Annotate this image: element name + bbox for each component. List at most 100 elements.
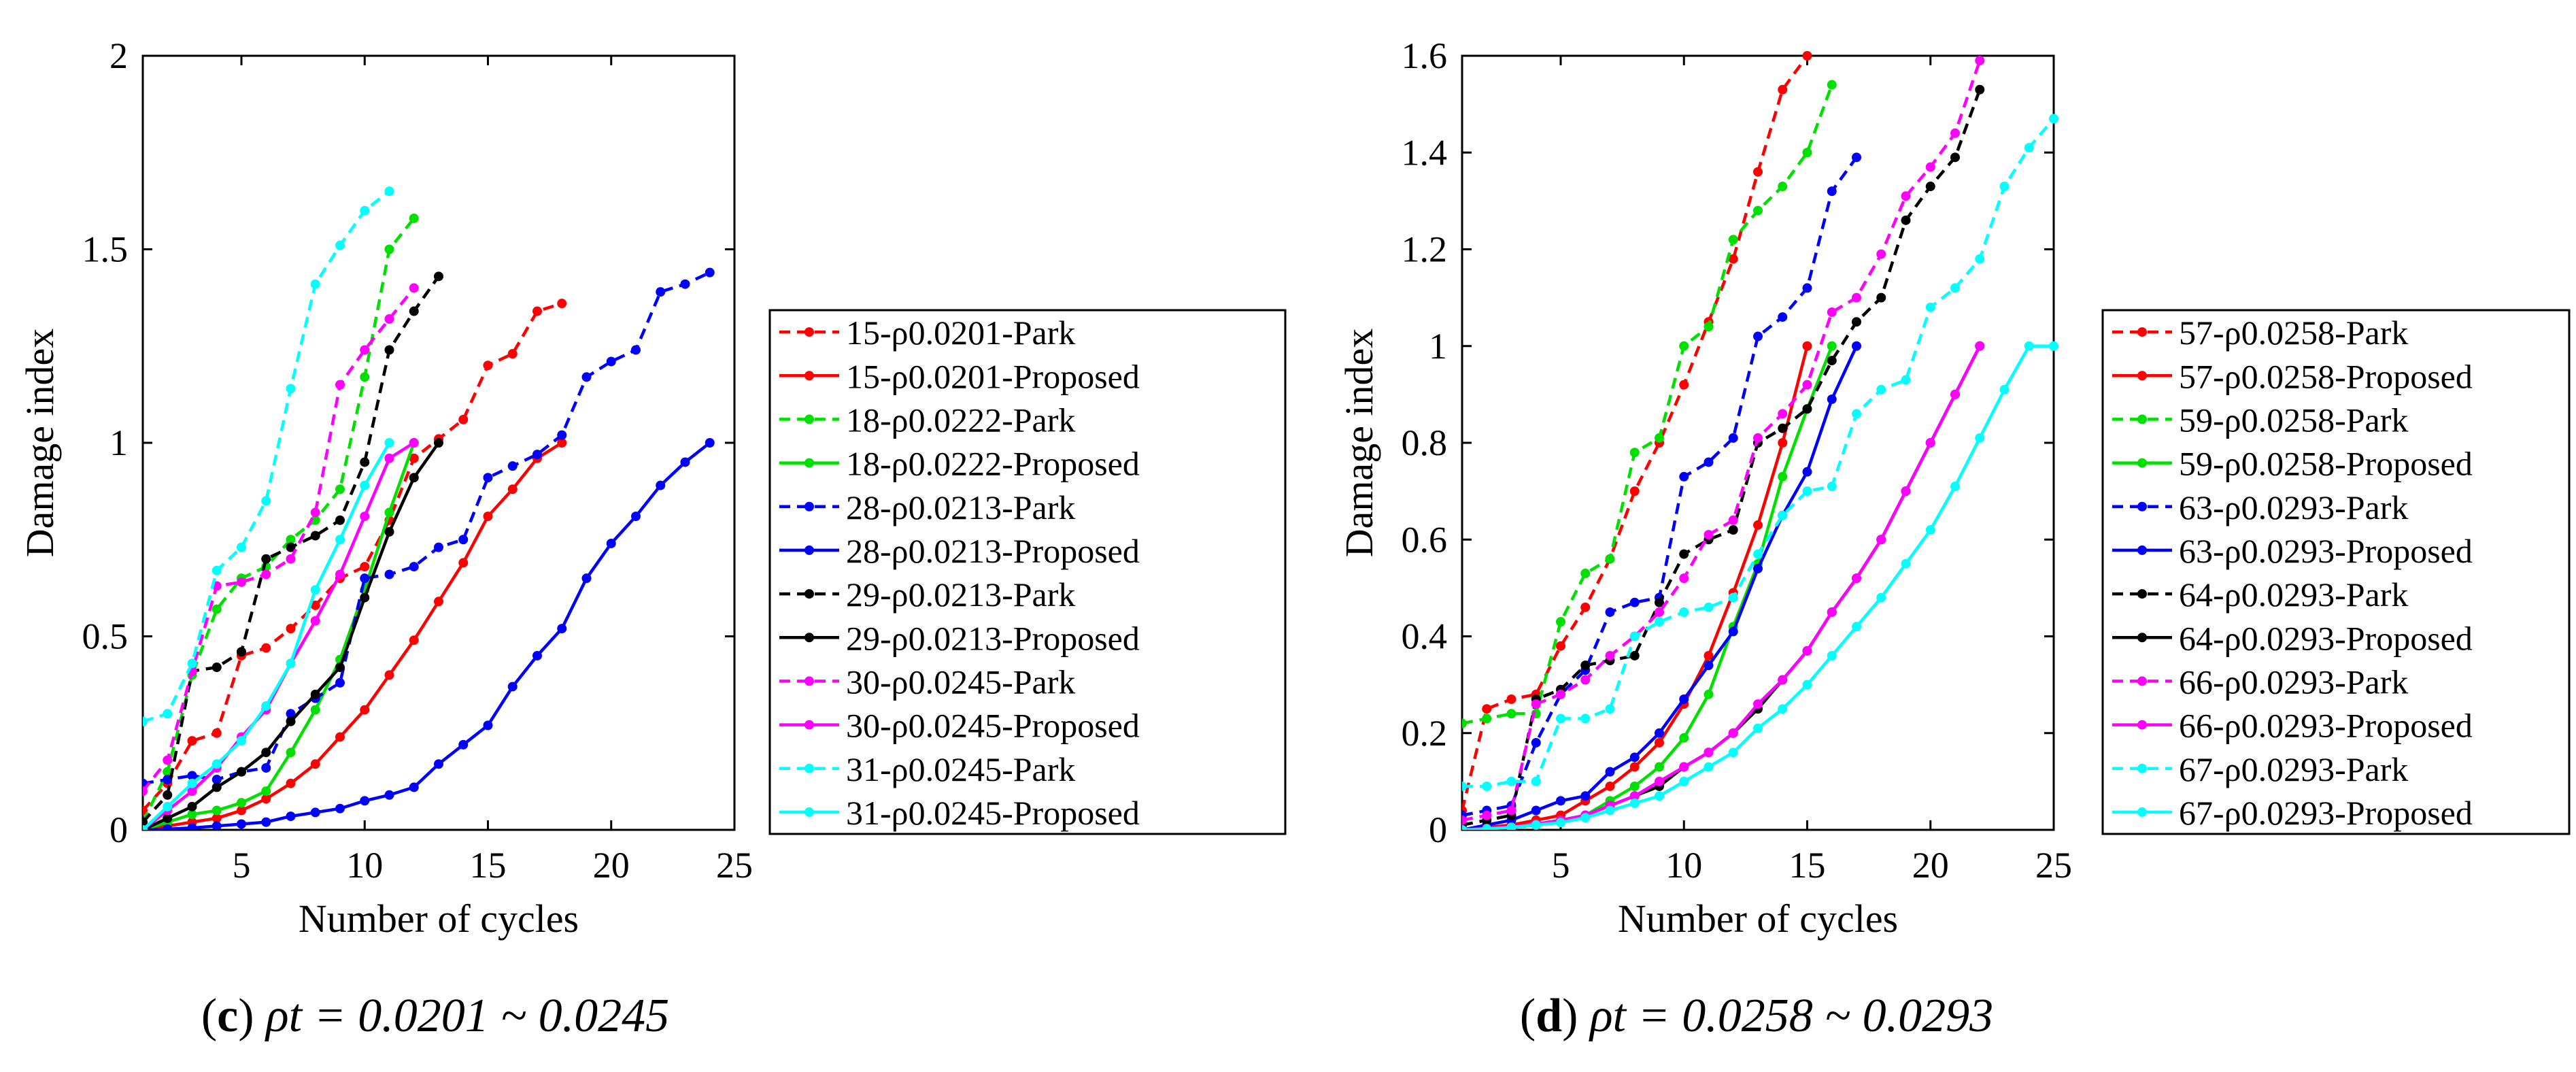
- legend-label: 67-ρ0.0293-Proposed: [2179, 794, 2473, 832]
- data-point: [187, 771, 197, 781]
- data-point: [631, 512, 641, 522]
- data-point: [1925, 182, 1935, 192]
- data-point: [310, 689, 320, 699]
- legend-item: 67-ρ0.0293-Park: [2112, 750, 2408, 788]
- y-tick-label: 0.8: [1402, 422, 1448, 463]
- legend-label: 67-ρ0.0293-Park: [2179, 750, 2408, 788]
- data-point: [1629, 798, 1640, 808]
- y-axis-label: Damage index: [18, 329, 62, 558]
- data-point: [1655, 597, 1664, 607]
- data-point: [1556, 818, 1565, 828]
- data-point: [1605, 781, 1615, 791]
- data-point: [360, 705, 370, 715]
- data-point: [360, 796, 370, 806]
- legend-item: 31-ρ0.0245-Proposed: [779, 794, 1140, 832]
- y-tick-label: 1.6: [1402, 35, 1448, 76]
- data-point: [163, 824, 173, 830]
- data-point: [458, 414, 469, 424]
- data-point: [335, 535, 345, 545]
- data-point: [1482, 714, 1492, 724]
- data-point: [360, 372, 370, 382]
- series-line: [1462, 89, 1982, 827]
- series-layer: [1462, 51, 2058, 830]
- data-point: [1728, 728, 1738, 738]
- data-point: [1802, 283, 1812, 293]
- data-point: [1728, 592, 1738, 603]
- data-point: [656, 480, 666, 490]
- data-point: [1679, 471, 1689, 482]
- data-point: [483, 473, 493, 483]
- data-point: [1655, 791, 1664, 801]
- legend-item: 57-ρ0.0258-Park: [2112, 314, 2408, 352]
- series-line: [1462, 84, 1833, 725]
- data-point: [409, 562, 419, 572]
- series-line: [143, 190, 390, 723]
- legend-label: 18-ρ0.0222-Proposed: [846, 445, 1140, 483]
- data-point: [360, 345, 370, 355]
- data-point: [409, 635, 419, 646]
- data-point: [1462, 718, 1467, 728]
- data-point: [409, 306, 419, 316]
- legend-label: 15-ρ0.0201-Park: [846, 314, 1075, 352]
- data-point: [1531, 805, 1541, 816]
- data-point: [507, 682, 518, 692]
- data-point: [1655, 433, 1664, 443]
- series-7: [143, 438, 443, 830]
- data-point: [1827, 80, 1837, 90]
- data-point: [532, 650, 542, 660]
- data-point: [1679, 573, 1689, 584]
- data-point: [286, 384, 296, 394]
- data-point: [187, 658, 197, 669]
- legend-label: 31-ρ0.0245-Park: [846, 750, 1075, 788]
- data-point: [1827, 394, 1837, 404]
- data-point: [2024, 341, 2034, 351]
- data-point: [1482, 810, 1492, 820]
- legend-label: 28-ρ0.0213-Park: [846, 488, 1075, 526]
- series-line: [1462, 60, 1982, 822]
- legend-swatch-marker: [2137, 633, 2147, 643]
- data-point: [384, 345, 394, 355]
- data-point: [1802, 646, 1812, 656]
- legend-label: 63-ρ0.0293-Proposed: [2179, 532, 2473, 570]
- panel-caption: (d) ρt = 0.0258 ~ 0.0293: [1520, 990, 1993, 1042]
- data-point: [384, 790, 394, 800]
- data-point: [1482, 824, 1492, 830]
- data-point: [1925, 525, 1935, 535]
- data-point: [1852, 622, 1861, 632]
- data-point: [1852, 341, 1861, 351]
- data-point: [237, 798, 246, 808]
- data-point: [1753, 520, 1763, 530]
- data-point: [1975, 56, 1985, 66]
- data-point: [261, 748, 271, 758]
- y-tick-label: 0.6: [1402, 519, 1448, 560]
- data-point: [1950, 152, 1960, 163]
- data-point: [483, 720, 493, 731]
- data-point: [237, 542, 246, 552]
- data-point: [507, 461, 518, 471]
- data-point: [1580, 602, 1591, 612]
- data-point: [1629, 631, 1640, 641]
- data-point: [1728, 235, 1738, 245]
- x-tick-label: 20: [1912, 845, 1949, 886]
- legend-swatch-marker: [804, 763, 814, 773]
- data-point: [335, 240, 345, 250]
- x-tick-label: 25: [2035, 845, 2072, 886]
- data-point: [1704, 762, 1714, 772]
- data-point: [1876, 535, 1886, 545]
- data-point: [310, 531, 320, 541]
- data-point: [1778, 409, 1788, 419]
- legend-swatch-marker: [804, 676, 814, 686]
- data-point: [1580, 675, 1591, 685]
- data-point: [261, 817, 271, 827]
- data-point: [1605, 704, 1615, 714]
- data-point: [384, 453, 394, 463]
- data-point: [286, 709, 296, 719]
- legend-swatch-marker: [2137, 807, 2147, 817]
- data-point: [1827, 482, 1837, 492]
- data-point: [1728, 525, 1738, 535]
- series-2: [1462, 80, 1837, 728]
- data-point: [1753, 549, 1763, 559]
- data-point: [680, 457, 690, 467]
- data-point: [1482, 781, 1492, 791]
- y-tick-label: 0.2: [1402, 713, 1448, 754]
